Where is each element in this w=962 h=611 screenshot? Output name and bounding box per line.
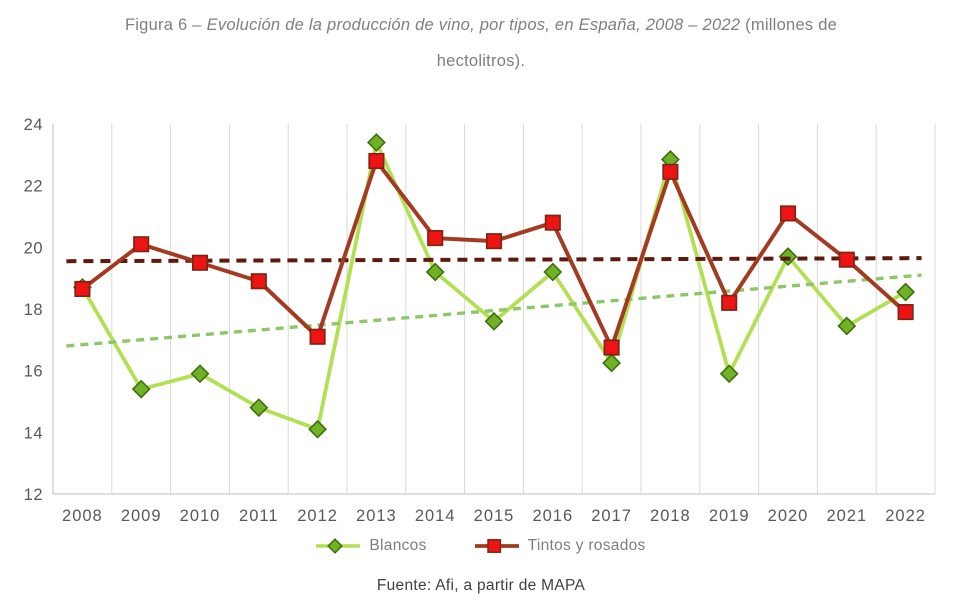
figure-title: Figura 6 – Evolución de la producción de…: [31, 7, 931, 79]
data-marker-blancos: [425, 262, 445, 282]
data-marker-tintos: [74, 280, 91, 298]
chart-legend: Blancos Tintos y rosados: [0, 537, 962, 555]
legend-label-tintos: Tintos y rosados: [527, 537, 646, 554]
x-tick-label: 2013: [356, 507, 397, 525]
data-marker-blancos: [366, 133, 386, 152]
blancos-swatch-diamond: [327, 538, 344, 554]
x-tick-label: 2014: [415, 507, 456, 525]
data-marker-tintos: [779, 205, 797, 222]
data-marker-tintos: [368, 152, 385, 170]
title-suffix: (millones de: [740, 16, 838, 34]
x-tick-label: 2019: [709, 507, 750, 525]
x-tick-label: 2008: [62, 507, 103, 525]
data-marker-blancos: [484, 311, 504, 331]
x-tick-label: 2009: [121, 507, 162, 525]
data-marker-tintos: [309, 328, 326, 345]
x-tick-label: 2017: [591, 507, 632, 525]
x-tick-label: 2021: [826, 507, 867, 525]
source-caption: Fuente: Afi, a partir de MAPA: [376, 577, 586, 594]
data-marker-blancos: [131, 379, 151, 399]
legend-item-tintos: Tintos y rosados: [474, 537, 646, 555]
legend-item-blancos: Blancos: [316, 537, 426, 555]
data-marker-blancos: [543, 262, 563, 282]
data-marker-blancos: [190, 364, 210, 384]
x-tick-label: 2011: [239, 507, 278, 525]
y-tick-label: 22: [24, 178, 43, 196]
y-tick-label: 12: [24, 486, 43, 504]
data-marker-blancos: [778, 247, 798, 267]
x-tick-label: 2012: [297, 507, 338, 525]
tintos-swatch-square: [486, 539, 501, 553]
data-marker-tintos: [427, 230, 444, 247]
x-tick-label: 2015: [474, 507, 515, 525]
data-marker-tintos: [603, 339, 620, 356]
data-marker-tintos: [897, 304, 914, 321]
data-marker-tintos: [838, 251, 855, 268]
title-prefix: Figura 6 –: [124, 16, 207, 34]
y-tick-label: 14: [24, 424, 43, 442]
x-tick-label: 2010: [180, 507, 221, 525]
data-marker-blancos: [308, 419, 328, 439]
y-tick-label: 16: [24, 363, 43, 381]
data-marker-blancos: [896, 282, 916, 302]
trendline-blancos: [66, 273, 922, 348]
y-tick-label: 20: [24, 239, 43, 257]
data-marker-blancos: [249, 398, 269, 418]
data-marker-tintos: [544, 214, 561, 231]
data-marker-tintos: [250, 273, 267, 290]
data-marker-blancos: [719, 364, 739, 384]
data-marker-tintos: [133, 236, 150, 253]
data-marker-blancos: [602, 353, 622, 373]
data-marker-tintos: [662, 163, 679, 180]
legend-label-blancos: Blancos: [369, 537, 427, 554]
trendline-tintos: [66, 256, 922, 264]
tintos-line-square-icon: [474, 539, 519, 553]
y-tick-label: 18: [24, 301, 43, 319]
title-italic-part: Evolución de la producción de vino, por …: [206, 16, 741, 34]
y-tick-label: 24: [24, 116, 43, 134]
x-tick-label: 2020: [768, 507, 809, 525]
data-marker-tintos: [485, 233, 503, 250]
data-marker-tintos: [191, 254, 209, 271]
x-tick-label: 2018: [650, 507, 691, 525]
blancos-line-diamond-icon: [316, 538, 361, 554]
title-suffix-line2: hectolitros).: [436, 52, 526, 70]
data-marker-blancos: [837, 316, 857, 336]
x-tick-label: 2022: [885, 507, 926, 525]
x-tick-label: 2016: [532, 507, 573, 525]
data-marker-tintos: [721, 294, 738, 311]
